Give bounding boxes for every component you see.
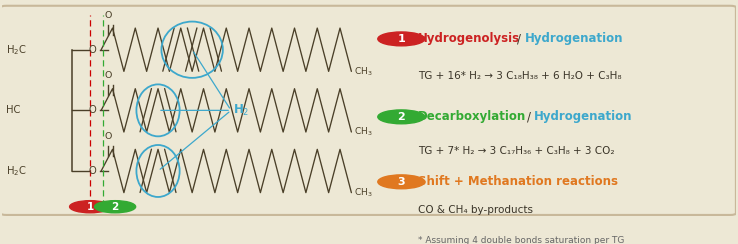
Text: O: O: [89, 166, 97, 176]
Text: O: O: [89, 45, 97, 55]
Text: 2: 2: [111, 202, 119, 212]
Text: /: /: [517, 32, 521, 45]
Text: Hydrogenolysis: Hydrogenolysis: [418, 32, 520, 45]
Text: H$_2$: H$_2$: [233, 103, 249, 118]
Text: O: O: [105, 10, 112, 20]
Circle shape: [378, 32, 425, 46]
Text: Shift + Methanation reactions: Shift + Methanation reactions: [418, 175, 618, 188]
Circle shape: [69, 201, 111, 213]
Text: O: O: [89, 105, 97, 115]
Text: 2: 2: [398, 112, 405, 122]
Text: H$_2$C: H$_2$C: [6, 43, 27, 57]
Text: Hydrogenation: Hydrogenation: [525, 32, 623, 45]
Text: CH$_3$: CH$_3$: [354, 65, 373, 78]
FancyBboxPatch shape: [1, 6, 736, 215]
Text: Decarboxylation: Decarboxylation: [418, 110, 526, 123]
Text: * Assuming 4 double bonds saturation per TG: * Assuming 4 double bonds saturation per…: [418, 236, 624, 244]
Text: 1: 1: [398, 34, 405, 44]
Circle shape: [378, 175, 425, 189]
Text: /: /: [527, 110, 531, 123]
Text: Hydrogenation: Hydrogenation: [534, 110, 632, 123]
Text: TG + 16* H₂ → 3 C₁₈H₃₈ + 6 H₂O + C₃H₈: TG + 16* H₂ → 3 C₁₈H₃₈ + 6 H₂O + C₃H₈: [418, 71, 621, 81]
Text: TG + 7* H₂ → 3 C₁₇H₃₆ + C₃H₈ + 3 CO₂: TG + 7* H₂ → 3 C₁₇H₃₆ + C₃H₈ + 3 CO₂: [418, 146, 615, 156]
Text: 3: 3: [398, 177, 405, 187]
Text: CH$_3$: CH$_3$: [354, 186, 373, 199]
Text: O: O: [105, 132, 112, 141]
Text: H$_2$C: H$_2$C: [6, 164, 27, 178]
Text: HC: HC: [6, 105, 20, 115]
Text: O: O: [105, 71, 112, 80]
Text: 1: 1: [86, 202, 94, 212]
Circle shape: [378, 110, 425, 124]
Text: CH$_3$: CH$_3$: [354, 126, 373, 138]
Text: CO & CH₄ by-products: CO & CH₄ by-products: [418, 205, 533, 215]
Circle shape: [94, 201, 136, 213]
